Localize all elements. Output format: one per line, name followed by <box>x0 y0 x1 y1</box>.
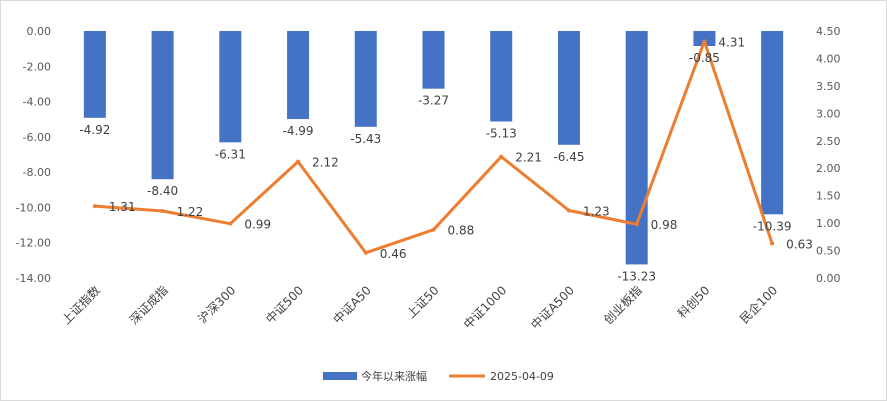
bar <box>151 31 174 180</box>
bar <box>490 31 513 122</box>
right-axis-tick-label: 4.00 <box>816 52 841 65</box>
bar <box>625 31 648 265</box>
bar-data-label: -10.39 <box>753 219 792 233</box>
legend-label-line: 2025-04-09 <box>490 370 554 383</box>
line-data-label: 2.21 <box>515 151 542 165</box>
line-data-label: 0.88 <box>448 224 475 238</box>
bar <box>693 31 716 46</box>
category-label: 民企100 <box>736 283 780 327</box>
left-axis-tick-label: 0.00 <box>27 25 52 38</box>
line-point <box>499 154 504 159</box>
line-data-label: 1.31 <box>109 200 136 214</box>
right-axis-tick-label: 0.50 <box>816 245 841 258</box>
left-axis-tick-label: -14.00 <box>16 272 51 285</box>
legend-swatch-bar <box>323 372 357 380</box>
line-point <box>296 159 301 164</box>
category-label: 深证成指 <box>126 283 171 328</box>
line-data-label: 1.23 <box>583 204 610 218</box>
bar-data-label: -4.92 <box>79 123 110 137</box>
left-axis-tick-label: -6.00 <box>23 131 51 144</box>
bar-data-label: -8.40 <box>147 184 178 198</box>
bar-data-label: -4.99 <box>283 124 314 138</box>
bar <box>354 31 377 127</box>
legend-label-bar: 今年以来涨幅 <box>361 369 427 383</box>
category-label: 上证指数 <box>58 283 103 328</box>
bar <box>557 31 580 145</box>
right-axis-tick-label: 3.00 <box>816 107 841 120</box>
bar-data-label: -13.23 <box>617 269 656 283</box>
bar <box>83 31 106 118</box>
line-point <box>160 209 165 214</box>
bar <box>422 31 445 89</box>
left-axis-tick-label: -10.00 <box>16 201 51 214</box>
category-label: 中证A500 <box>527 283 577 333</box>
line-point <box>770 241 775 246</box>
line-data-label: 0.98 <box>651 218 678 232</box>
category-label: 创业板指 <box>600 283 645 328</box>
line-point <box>702 39 707 44</box>
category-label: 上证50 <box>404 283 442 321</box>
category-label: 中证500 <box>262 283 306 327</box>
category-label: 科创50 <box>675 283 713 321</box>
line-data-label: 4.31 <box>718 35 745 49</box>
line-point <box>92 204 97 209</box>
right-axis-tick-label: 2.00 <box>816 162 841 175</box>
line-data-label: 2.12 <box>312 156 339 170</box>
category-label: 中证1000 <box>460 283 509 332</box>
line-point <box>634 222 639 227</box>
category-label: 中证A50 <box>330 283 374 327</box>
bar-data-label: -0.85 <box>689 51 720 65</box>
right-axis-tick-label: 4.50 <box>816 25 841 38</box>
bar <box>219 31 242 143</box>
line-point <box>566 208 571 213</box>
bar-data-label: -6.31 <box>215 147 246 161</box>
right-axis-tick-label: 1.50 <box>816 190 841 203</box>
line-data-label: 0.63 <box>786 237 813 251</box>
bar-data-label: -5.43 <box>350 132 381 146</box>
right-axis-tick-label: 0.00 <box>816 272 841 285</box>
bar-data-label: -5.13 <box>486 127 517 141</box>
category-label: 沪深300 <box>195 283 238 326</box>
right-axis-tick-label: 3.50 <box>816 80 841 93</box>
line-data-label: 0.99 <box>244 218 271 232</box>
line-point <box>363 250 368 255</box>
right-axis-tick-label: 1.00 <box>816 217 841 230</box>
left-axis-tick-label: -12.00 <box>16 237 51 250</box>
line-data-label: 0.46 <box>380 247 407 261</box>
left-axis-tick-label: -4.00 <box>23 96 51 109</box>
bar-data-label: -3.27 <box>418 94 449 108</box>
line-point <box>431 227 436 232</box>
line-point <box>228 221 233 226</box>
left-axis-tick-label: -8.00 <box>23 166 51 179</box>
bar <box>761 31 784 215</box>
bar <box>287 31 310 120</box>
right-axis-tick-label: 2.50 <box>816 135 841 148</box>
left-axis-tick-label: -2.00 <box>23 60 51 73</box>
line-data-label: 1.22 <box>177 205 204 219</box>
bar-data-label: -6.45 <box>553 150 584 164</box>
